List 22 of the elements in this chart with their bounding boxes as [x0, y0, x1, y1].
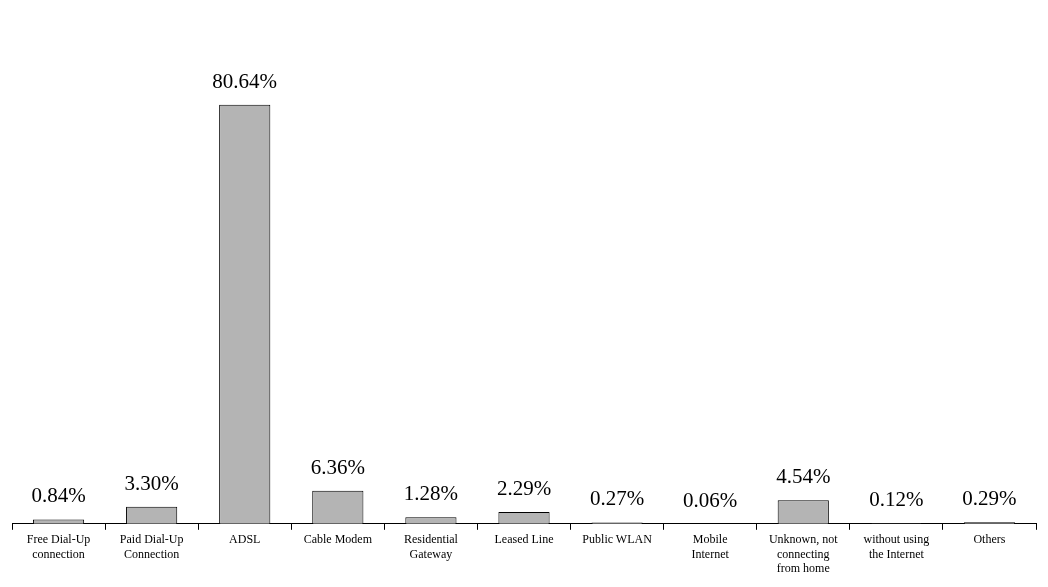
- x-tick-label: Public WLAN: [582, 532, 653, 547]
- data-label: 2.29%: [496, 475, 552, 500]
- x-tick-label: ADSL: [229, 532, 261, 547]
- data-label: 0.29%: [962, 486, 1017, 511]
- x-tick-label: Paid Dial-Up Connection: [119, 532, 184, 561]
- data-label: 0.06%: [683, 487, 738, 512]
- x-tick-label: Unknown, not connecting from home: [768, 532, 839, 575]
- x-tick-label: Free Dial-Up connection: [26, 532, 91, 561]
- data-label: 0.12%: [869, 487, 924, 512]
- x-tick-label: Cable Modem: [303, 532, 373, 547]
- data-label: 1.28%: [403, 481, 459, 506]
- data-label: 3.30%: [124, 470, 179, 495]
- data-label: 0.84%: [31, 483, 86, 508]
- x-tick-label: Residential Gateway: [403, 532, 459, 561]
- x-tick-label: Leased Line: [494, 532, 554, 547]
- x-tick-label: Others: [973, 532, 1006, 547]
- data-label: 6.36%: [310, 454, 365, 479]
- data-label: 80.64%: [212, 68, 278, 93]
- data-label: 4.54%: [776, 464, 831, 489]
- x-tick-label: without using the Internet: [863, 532, 930, 561]
- x-tick-label: Mobile Internet: [691, 532, 730, 561]
- data-label: 0.27%: [589, 486, 645, 511]
